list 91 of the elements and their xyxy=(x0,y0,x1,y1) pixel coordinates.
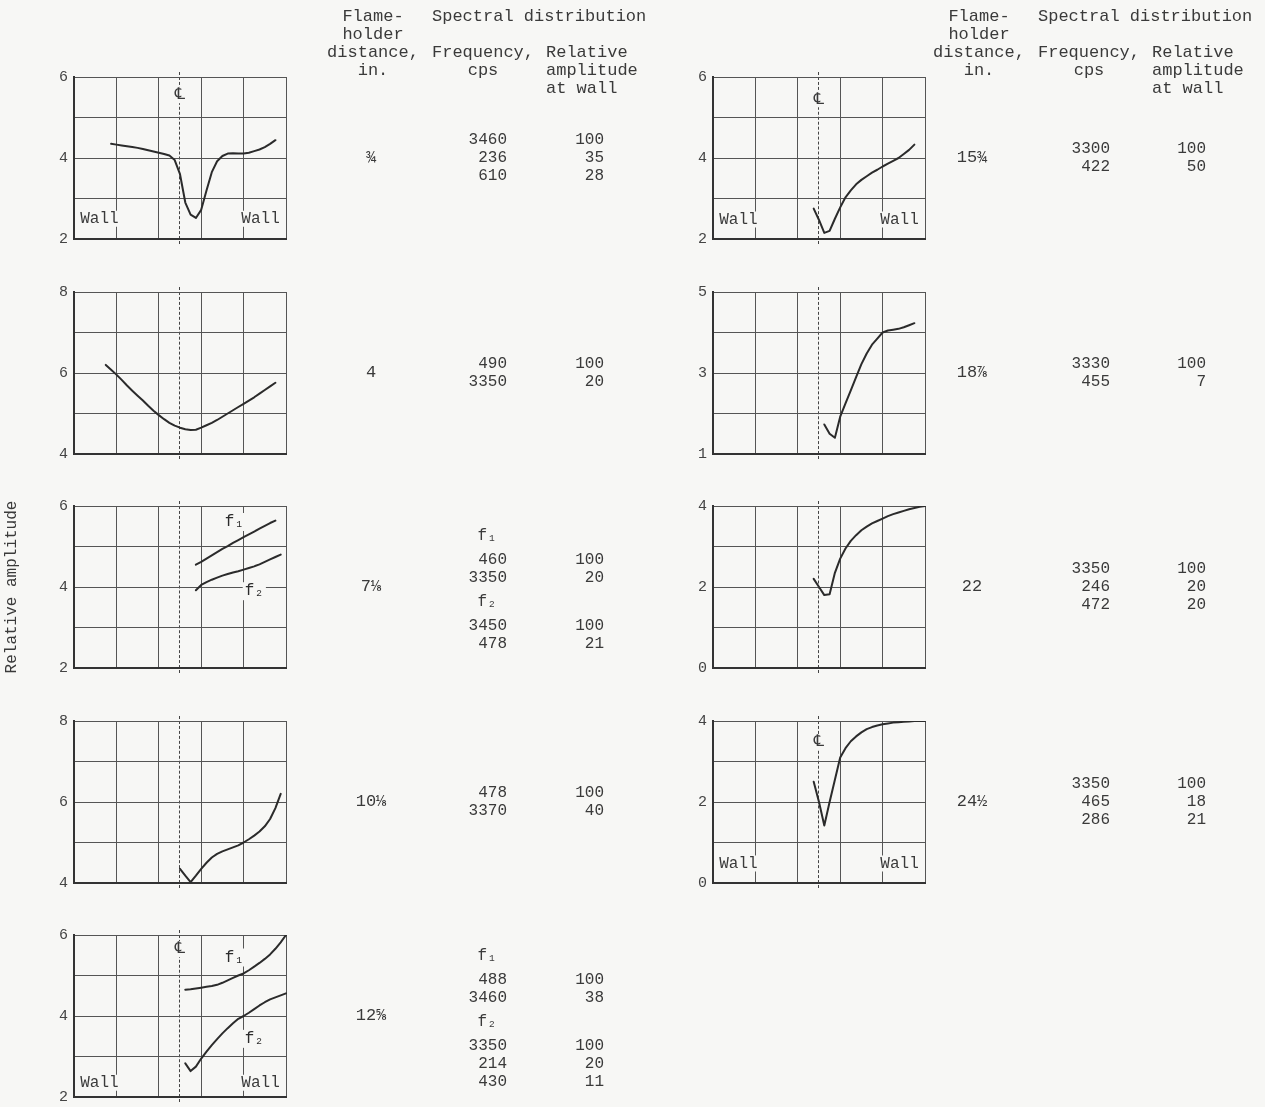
y-tick-label: 4 xyxy=(58,1007,68,1025)
y-tick-label: 4 xyxy=(58,874,68,892)
y-tick-label: 2 xyxy=(58,230,68,248)
annotation: ℄ xyxy=(173,940,186,959)
text: f₂ xyxy=(477,593,497,611)
text: 478 21 xyxy=(478,635,604,653)
text: 3350 100 xyxy=(468,1037,604,1055)
y-tick-label: 5 xyxy=(697,283,707,301)
y-tick-label: 4 xyxy=(697,149,707,167)
y-tick-label: 0 xyxy=(697,874,707,892)
y-tick-label: 8 xyxy=(58,712,68,730)
annotation: Wall xyxy=(880,210,919,229)
y-tick-label: 6 xyxy=(58,793,68,811)
series-label: f₂ xyxy=(244,1030,264,1049)
y-tick-label: 6 xyxy=(58,497,68,515)
annotation: ℄ xyxy=(812,90,825,109)
y-tick-label: 1 xyxy=(697,445,707,463)
series-label: f₂ xyxy=(244,582,264,601)
y-tick-label: 2 xyxy=(697,230,707,248)
text: 236 35 xyxy=(478,149,604,167)
text: ¾ xyxy=(365,148,377,167)
y-tick-label: 4 xyxy=(58,578,68,596)
text: 472 20 xyxy=(1081,596,1206,614)
text: Flame-holder distance, in. xyxy=(326,7,420,80)
text: f₁ xyxy=(477,947,497,965)
annotation: ℄ xyxy=(173,86,186,105)
text: 460 100 xyxy=(478,551,604,569)
y-tick-label: 4 xyxy=(58,445,68,463)
text: 422 50 xyxy=(1081,158,1206,176)
text: 7⅛ xyxy=(360,577,382,596)
series-label: f₁ xyxy=(224,513,244,532)
y-tick-label: 4 xyxy=(697,712,707,730)
text: 3460 100 xyxy=(468,131,604,149)
y-tick-label: 6 xyxy=(58,926,68,944)
annotation: Wall xyxy=(241,209,280,228)
annotation: ℄ xyxy=(812,732,825,751)
text: 478 100 xyxy=(478,783,604,802)
annotation: Wall xyxy=(880,854,919,873)
text: 214 20 xyxy=(478,1055,604,1073)
series-label: f₁ xyxy=(224,948,244,967)
text: Relative amplitude at wall xyxy=(1152,43,1245,98)
text: 490 100 xyxy=(478,354,604,373)
text: 18⅞ xyxy=(956,362,988,382)
annotation: Wall xyxy=(241,1074,280,1093)
text: 3330 100 xyxy=(1071,354,1206,373)
text: 3460 38 xyxy=(468,989,604,1007)
text: Spectral distribution xyxy=(1038,7,1254,26)
y-axis-title: Relative amplitude xyxy=(3,500,21,674)
text: 22 xyxy=(961,577,983,596)
text: f₂ xyxy=(477,1013,497,1031)
y-tick-label: 8 xyxy=(58,283,68,301)
annotation: Wall xyxy=(719,210,758,229)
text: 24½ xyxy=(956,791,988,811)
text: 455 7 xyxy=(1081,372,1206,391)
annotation: Wall xyxy=(719,854,758,873)
text: 3350 20 xyxy=(468,372,604,391)
y-tick-label: 2 xyxy=(58,659,68,677)
text: 3350 100 xyxy=(1071,560,1206,578)
text: Relative amplitude at wall xyxy=(546,43,639,98)
y-tick-label: 3 xyxy=(697,364,707,382)
y-tick-label: 6 xyxy=(58,68,68,86)
text: 430 11 xyxy=(478,1073,604,1091)
text: Frequency, cps xyxy=(431,43,535,80)
y-tick-label: 6 xyxy=(58,364,68,382)
y-tick-label: 4 xyxy=(58,149,68,167)
text: 3450 100 xyxy=(468,617,604,635)
y-tick-label: 2 xyxy=(58,1088,68,1106)
y-tick-label: 0 xyxy=(697,659,707,677)
y-tick-label: 4 xyxy=(697,497,707,515)
text: 286 21 xyxy=(1081,810,1206,829)
annotation: Wall xyxy=(80,209,119,228)
y-tick-label: 2 xyxy=(697,793,707,811)
text: Spectral distribution xyxy=(432,7,648,26)
text: f₁ xyxy=(477,527,497,545)
text: 246 20 xyxy=(1081,578,1206,596)
y-tick-label: 2 xyxy=(697,578,707,596)
text: Frequency, cps xyxy=(1037,43,1141,80)
text: 10⅛ xyxy=(355,791,387,811)
text: 15¾ xyxy=(956,148,988,167)
text: 488 100 xyxy=(478,971,604,989)
annotation: Wall xyxy=(80,1074,119,1093)
text: 12⅝ xyxy=(355,1006,387,1025)
text: 3350 100 xyxy=(1071,774,1206,793)
text: 3350 20 xyxy=(468,569,604,587)
text: 610 28 xyxy=(478,167,604,185)
text: 4 xyxy=(365,362,377,382)
text: 3370 40 xyxy=(468,801,604,820)
text: 3300 100 xyxy=(1071,140,1206,158)
text: 465 18 xyxy=(1081,792,1206,811)
text: Flame-holder distance, in. xyxy=(932,7,1026,80)
y-tick-label: 6 xyxy=(697,68,707,86)
